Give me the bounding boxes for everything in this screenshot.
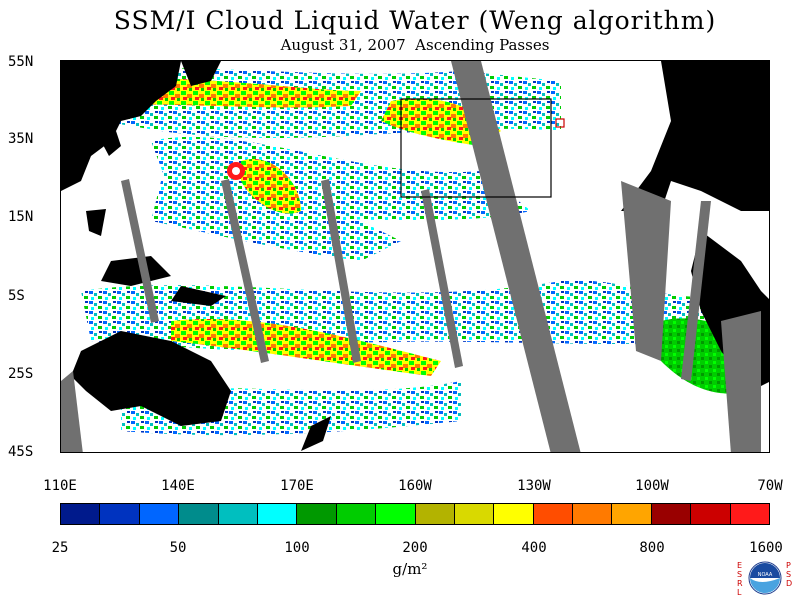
scale-swatch xyxy=(651,504,692,524)
australia-landmass xyxy=(71,331,231,426)
scale-swatch xyxy=(691,504,731,524)
lat-label: 15N xyxy=(8,209,34,225)
lon-label: 140E xyxy=(161,478,195,494)
scale-swatch xyxy=(297,504,337,524)
scale-swatch xyxy=(573,504,613,524)
cloud-water-map xyxy=(61,61,769,452)
new-zealand-landmass xyxy=(301,416,331,451)
scale-swatch xyxy=(533,504,574,524)
date-label: August 31, 2007 xyxy=(280,36,406,54)
map-title: SSM/I Cloud Liquid Water (Weng algorithm… xyxy=(113,6,717,35)
map-panel xyxy=(60,60,770,453)
scale-swatch xyxy=(415,504,455,524)
north-america-landmass xyxy=(551,61,769,211)
scale-tick-label: 400 xyxy=(521,540,547,556)
scale-tick-label: 200 xyxy=(402,540,428,556)
scale-swatch xyxy=(612,504,652,524)
scale-swatch xyxy=(336,504,377,524)
scale-tick-label: 100 xyxy=(284,540,310,556)
scale-tick-label: 25 xyxy=(51,540,69,556)
highlight-marker xyxy=(555,118,565,128)
lat-label: 45S xyxy=(8,444,34,460)
lon-label: 70W xyxy=(757,478,783,494)
lon-label: 100W xyxy=(635,478,669,494)
scale-tick-label: 800 xyxy=(639,540,665,556)
asia-landmass xyxy=(61,61,181,191)
lon-label: 130W xyxy=(517,478,551,494)
scale-swatch xyxy=(730,504,770,524)
scale-swatch xyxy=(218,504,258,524)
lon-label: 110E xyxy=(43,478,77,494)
scale-swatch xyxy=(100,504,140,524)
lon-label: 160W xyxy=(398,478,432,494)
scale-swatch xyxy=(257,504,298,524)
map-subtitle: August 31, 2007 Ascending Passes xyxy=(0,36,800,54)
pass-label: Ascending Passes xyxy=(415,36,550,54)
scale-swatch xyxy=(61,504,101,524)
inset-region-box xyxy=(400,98,552,198)
lat-label: 5S xyxy=(8,288,25,304)
lat-label: 35N xyxy=(8,131,34,147)
scale-tick-label: 1600 xyxy=(749,540,783,556)
scale-swatch xyxy=(494,504,534,524)
scale-swatch xyxy=(139,504,180,524)
scale-swatch xyxy=(454,504,495,524)
lat-label: 55N xyxy=(8,54,34,70)
lon-label: 170E xyxy=(280,478,314,494)
logo-org-text: NOAA xyxy=(758,572,773,578)
scale-swatch xyxy=(179,504,219,524)
scale-tick-label: 50 xyxy=(169,540,187,556)
color-scale-bar xyxy=(60,503,770,525)
scale-swatch xyxy=(376,504,416,524)
lat-label: 25S xyxy=(8,366,34,382)
data-gap-swaths xyxy=(61,61,761,452)
units-label: g/m² xyxy=(392,560,428,578)
